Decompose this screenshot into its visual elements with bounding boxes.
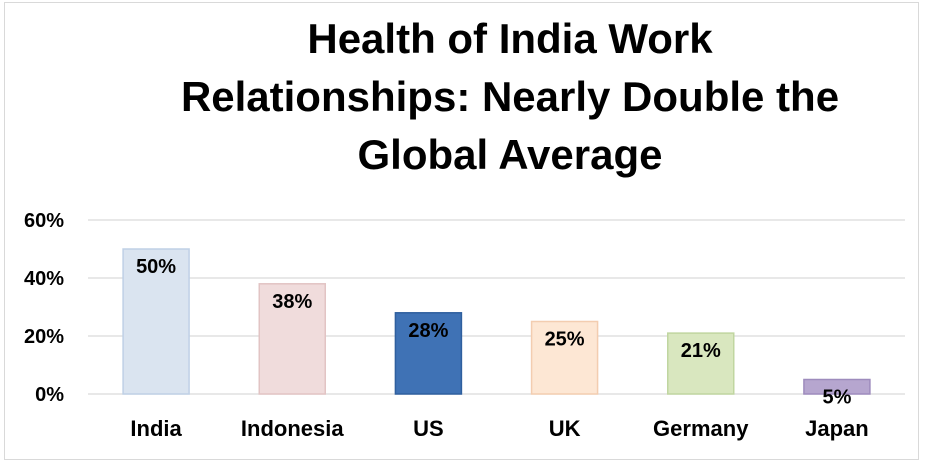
data-labels: 50% 38% 28% 25% 21% 5% [136, 256, 852, 409]
chart-title-line-1: Health of India Work [307, 15, 713, 62]
data-label: 5% [822, 387, 851, 409]
bar-india [122, 248, 190, 395]
bar-uk [530, 320, 599, 395]
gridlines [88, 219, 905, 395]
bars [122, 248, 871, 395]
bar-indonesia [258, 283, 326, 395]
category-label: UK [549, 416, 581, 441]
data-label: 38% [272, 291, 312, 313]
category-label: Germany [653, 416, 749, 441]
chart-title: Health of India Work Relationships: Near… [130, 10, 890, 184]
data-label: 25% [545, 329, 585, 351]
data-label: 21% [681, 340, 721, 362]
category-label: Indonesia [241, 416, 344, 441]
category-label: Japan [805, 416, 869, 441]
data-label: 28% [408, 320, 448, 342]
data-label: 50% [136, 256, 176, 278]
chart-title-line-3: Global Average [357, 131, 663, 178]
y-axis-ticks: 0% 20% 40% 60% [24, 210, 64, 406]
y-tick-label: 40% [24, 268, 64, 290]
bar-us [394, 312, 463, 395]
y-tick-label: 20% [24, 326, 64, 348]
y-tick-label: 0% [35, 384, 64, 406]
bar-japan [803, 378, 871, 395]
y-tick-label: 60% [24, 210, 64, 232]
bar-germany [667, 332, 735, 395]
chart-title-line-2: Relationships: Nearly Double the [180, 73, 840, 120]
category-label: India [130, 416, 182, 441]
category-label: US [413, 416, 444, 441]
category-labels: India Indonesia US UK Germany Japan [130, 416, 868, 441]
